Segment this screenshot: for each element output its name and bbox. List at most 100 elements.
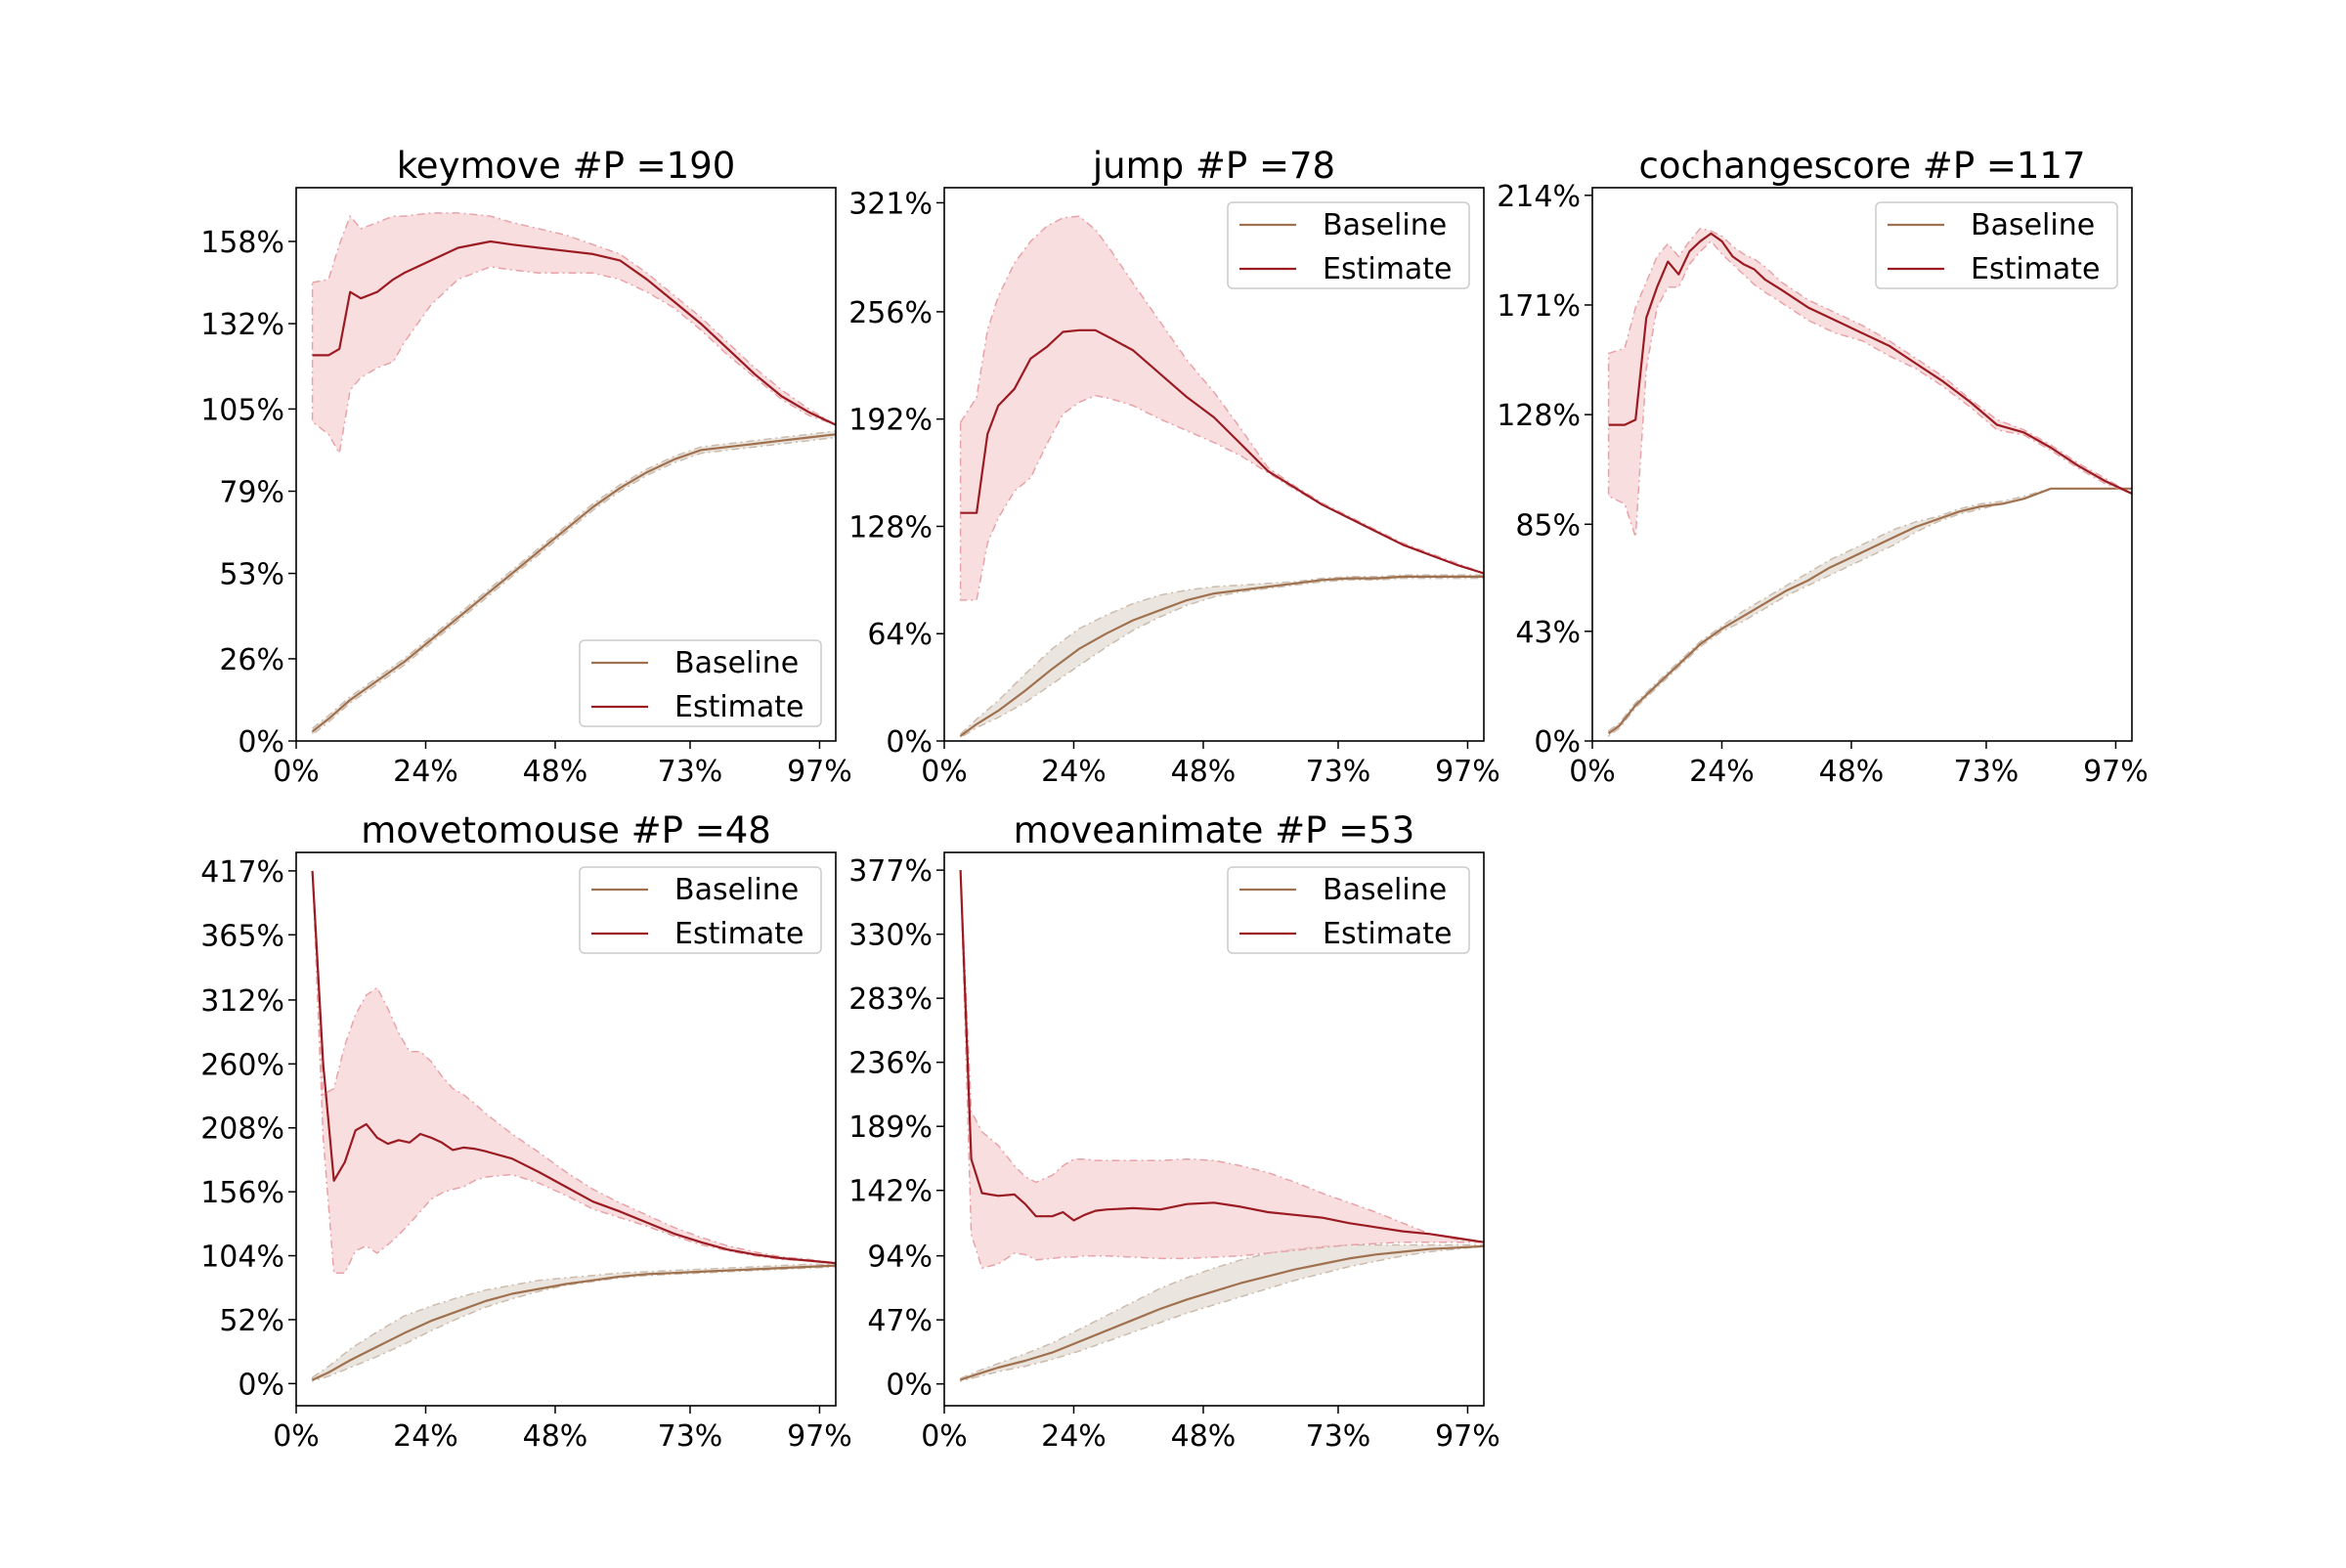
plot-area	[959, 215, 1484, 739]
x-tick-label: 24%	[1041, 1419, 1107, 1454]
y-tick-label: 377%	[848, 854, 933, 889]
x-tick-label: 48%	[523, 1419, 588, 1454]
legend: Baseline Estimate	[1227, 866, 1470, 954]
series-line-baseline	[959, 575, 1484, 737]
series-line-estimate	[960, 328, 1484, 575]
y-tick-label: 365%	[200, 919, 284, 953]
x-tick-label: 73%	[1306, 1419, 1371, 1454]
legend-label-baseline: Baseline	[1971, 208, 2095, 242]
band-estimate	[1607, 227, 2132, 538]
plot-area	[311, 212, 836, 737]
x-tick-label: 73%	[1306, 755, 1371, 789]
x-tick-label: 73%	[1954, 755, 2020, 789]
chart-title: movetomouse #P =48	[361, 809, 771, 851]
x-tick-label: 24%	[1041, 755, 1107, 789]
y-tick-label: 142%	[848, 1175, 933, 1209]
x-tick-label: 97%	[2083, 755, 2149, 789]
series-line-estimate	[959, 870, 1484, 1243]
x-tick-label: 24%	[393, 1419, 458, 1454]
legend-label-baseline: Baseline	[674, 646, 799, 680]
y-tick-label: 79%	[219, 475, 284, 509]
axes-frame	[295, 851, 837, 1407]
x-tick-label: 48%	[523, 755, 588, 789]
y-tick-label: 0%	[886, 725, 933, 760]
legend-label-estimate: Estimate	[1323, 917, 1453, 951]
y-tick-label: 43%	[1515, 616, 1581, 650]
legend: Baseline Estimate	[579, 639, 822, 727]
y-tick-label: 189%	[848, 1111, 933, 1145]
chart-title: jump #P =78	[1092, 145, 1335, 187]
y-tick-label: 53%	[219, 558, 284, 592]
x-tick-label: 97%	[787, 1419, 852, 1454]
x-tick-label: 48%	[1171, 755, 1237, 789]
x-tick-label: 0%	[921, 1419, 968, 1454]
y-tick-label: 214%	[1497, 180, 1581, 214]
series-line-baseline	[312, 1264, 836, 1381]
axes-frame	[943, 187, 1485, 742]
y-tick-label: 208%	[200, 1112, 284, 1147]
y-tick-label: 104%	[200, 1241, 284, 1275]
chart-panel-1: 0% 24% 48% 73% 97% 0% 64% 128% 192% 256% 321% jump …	[848, 145, 1500, 789]
series-line-estimate	[311, 870, 836, 1265]
series-line-baseline	[311, 433, 836, 733]
band-baseline	[1607, 488, 2132, 738]
legend: Baseline Estimate	[579, 866, 822, 954]
axes-frame	[295, 187, 837, 742]
y-tick-label: 312%	[200, 984, 284, 1019]
plot-area	[311, 870, 836, 1382]
x-tick-label: 0%	[273, 1419, 320, 1454]
legend-label-baseline: Baseline	[1323, 873, 1447, 907]
legend: Baseline Estimate	[1875, 201, 2118, 289]
plot-area	[959, 870, 1484, 1382]
y-tick-label: 105%	[200, 393, 284, 427]
y-tick-label: 132%	[200, 308, 284, 342]
y-tick-label: 156%	[200, 1176, 284, 1210]
y-tick-label: 85%	[1515, 508, 1581, 543]
band-baseline	[311, 1263, 836, 1382]
legend-label-estimate: Estimate	[1323, 252, 1453, 286]
y-tick-label: 47%	[867, 1304, 933, 1338]
y-tick-label: 256%	[848, 296, 933, 330]
x-tick-label: 48%	[1171, 1419, 1237, 1454]
chart-title: cochangescore #P =117	[1638, 145, 2085, 187]
x-tick-label: 0%	[1569, 755, 1616, 789]
y-tick-label: 94%	[867, 1241, 933, 1275]
y-tick-label: 236%	[848, 1047, 933, 1081]
y-tick-label: 64%	[867, 618, 933, 652]
chart-panel-2: 0% 24% 48% 73% 97% 0% 43% 85% 128% 171% 214% cochan…	[1497, 145, 2149, 789]
x-tick-label: 0%	[273, 755, 320, 789]
axes-frame	[943, 851, 1485, 1407]
y-tick-label: 192%	[848, 404, 933, 438]
legend-label-baseline: Baseline	[674, 873, 799, 907]
y-tick-label: 321%	[848, 187, 933, 221]
series-line-estimate	[1608, 232, 2132, 495]
x-tick-label: 73%	[658, 755, 723, 789]
series-line-baseline	[1607, 487, 2132, 735]
y-tick-label: 0%	[1534, 725, 1581, 760]
y-tick-label: 330%	[848, 919, 933, 953]
band-estimate	[959, 215, 1484, 601]
x-tick-label: 24%	[1689, 755, 1755, 789]
chart-title: moveanimate #P =53	[1014, 809, 1415, 851]
legend-label-estimate: Estimate	[674, 690, 804, 724]
series-line-estimate	[312, 240, 836, 426]
band-baseline	[311, 430, 836, 737]
y-tick-label: 0%	[238, 725, 284, 760]
chart-title: keymove #P =190	[397, 145, 736, 187]
chart-panel-0: 0% 24% 48% 73% 97% 0% 26% 53% 79% 105% 132% 158% key…	[200, 145, 852, 789]
x-tick-label: 0%	[921, 755, 968, 789]
band-baseline	[959, 1243, 1484, 1382]
y-tick-label: 417%	[200, 855, 284, 890]
legend-label-baseline: Baseline	[1323, 208, 1447, 242]
y-tick-label: 26%	[219, 643, 284, 677]
band-baseline	[959, 574, 1484, 739]
band-estimate	[311, 870, 836, 1274]
x-tick-label: 97%	[787, 755, 852, 789]
y-tick-label: 0%	[886, 1369, 933, 1403]
y-tick-label: 260%	[200, 1048, 284, 1082]
legend-label-estimate: Estimate	[1971, 252, 2101, 286]
legend: Baseline Estimate	[1227, 201, 1470, 289]
x-tick-label: 48%	[1819, 755, 1885, 789]
